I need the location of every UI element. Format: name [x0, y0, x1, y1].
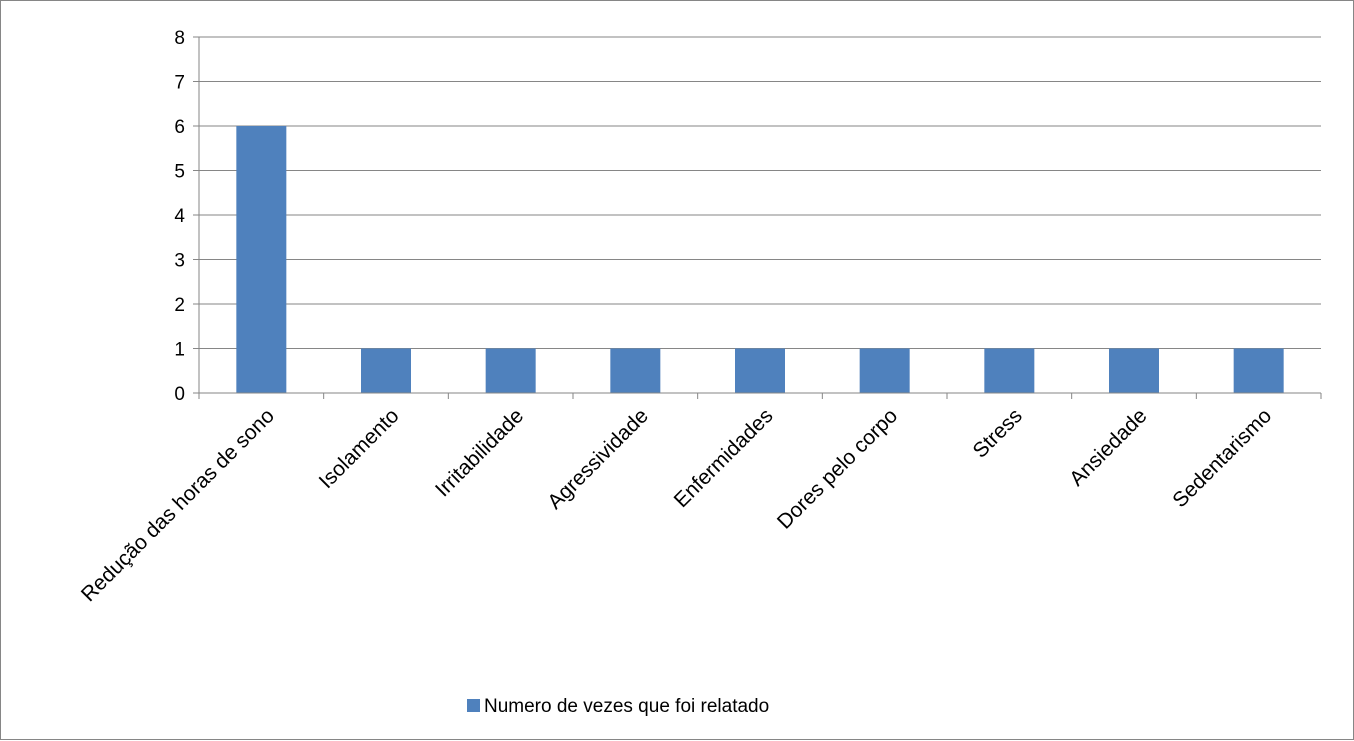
legend: Numero de vezes que foi relatado	[467, 696, 769, 717]
bar	[485, 348, 536, 393]
bar	[735, 348, 785, 393]
bar	[610, 348, 661, 393]
bar	[361, 348, 411, 393]
x-tick-label: Stress	[969, 404, 1027, 462]
y-tick-label: 7	[174, 73, 185, 94]
bar	[1109, 348, 1159, 393]
x-tick-label: Dores pelo corpo	[773, 404, 902, 533]
x-tick-label: Sedentarismo	[1168, 404, 1276, 512]
x-tick-label: Ansiedade	[1065, 404, 1151, 490]
x-tick-labels: Redução das horas de sono Isolamento Irrit…	[77, 404, 1276, 606]
gridlines	[199, 36, 1321, 349]
x-tick-label: Enfermidades	[670, 404, 778, 512]
bar	[859, 348, 910, 393]
y-tick-label: 0	[174, 384, 185, 405]
x-tick-label: Irritabilidade	[431, 404, 528, 501]
axes	[193, 36, 1322, 399]
x-tick-label: Redução das horas de sono	[77, 404, 279, 606]
y-tick-label: 6	[174, 117, 185, 138]
y-tick-label: 1	[174, 340, 185, 361]
y-tick-labels: 0 1 2 3 4 5 6 7 8	[174, 28, 185, 405]
bar	[1233, 348, 1284, 393]
y-tick-label: 3	[174, 251, 185, 272]
bar	[236, 126, 287, 393]
legend-swatch	[467, 699, 480, 712]
y-tick-label: 8	[174, 28, 185, 49]
legend-label: Numero de vezes que foi relatado	[484, 696, 769, 717]
y-tick-label: 5	[174, 162, 185, 183]
x-tick-label: Isolamento	[315, 404, 404, 493]
bar	[984, 348, 1035, 393]
x-tick-label: Agressividade	[543, 404, 653, 514]
y-tick-label: 4	[174, 206, 185, 227]
bars	[236, 126, 1284, 393]
y-tick-label: 2	[174, 295, 185, 316]
